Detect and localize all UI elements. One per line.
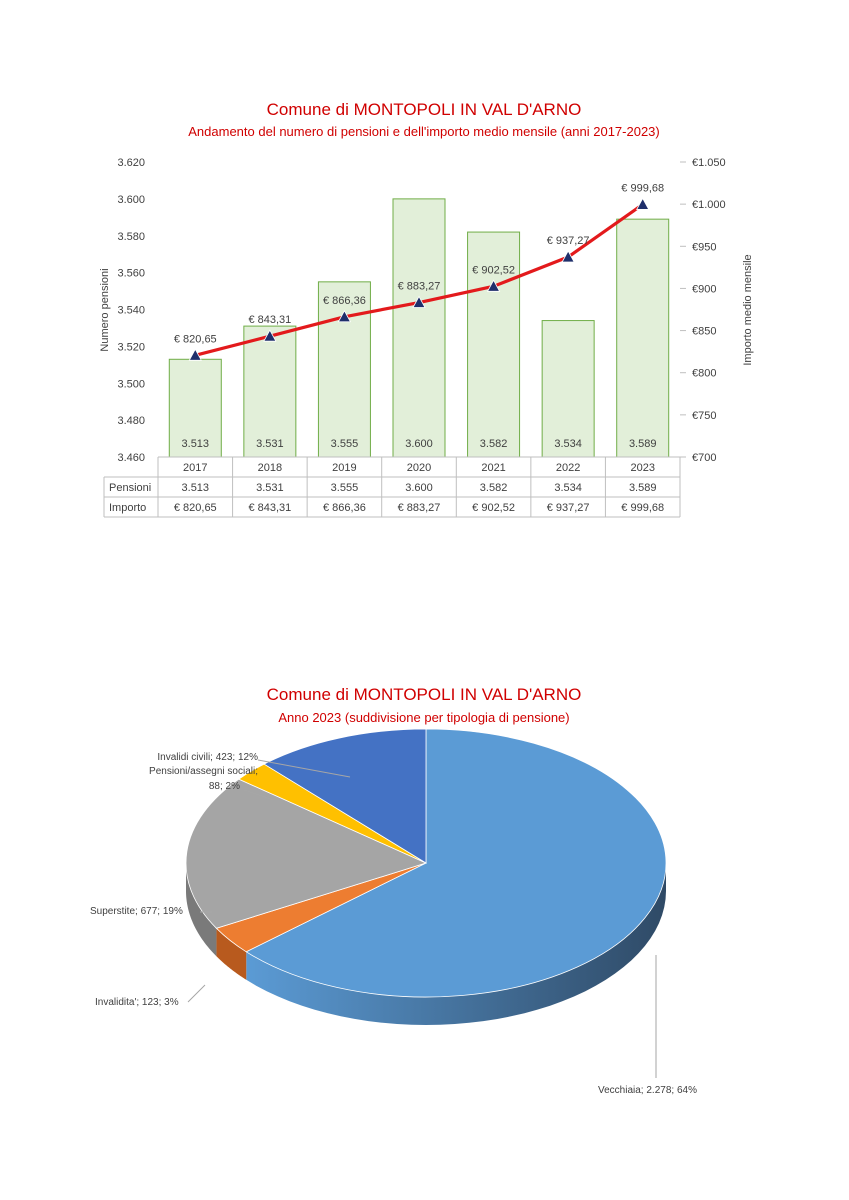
line-marker [188,348,202,361]
y-axis-left-tick: 3.580 [117,231,145,243]
y-axis-left-tick: 3.520 [117,341,145,353]
pie-label-pensioni-sociali-line1: Pensioni/assegni sociali; [149,766,258,777]
table-cell-importo: € 902,52 [472,502,515,514]
bar-chart: 3.460 3.480 3.500 3.520 3.540 3.560 3.580 3.600… [103,157,726,518]
table-cell-pensioni: 3.589 [629,482,657,494]
line-marker [636,197,650,210]
bar [392,198,446,458]
y-axis-right-title: Importo medio mensile [742,254,754,365]
leader-line [243,789,275,801]
table-cell-importo: € 843,31 [248,502,291,514]
line-marker [486,279,501,292]
bar-value-label: 3.582 [480,438,508,450]
x-axis-category-label: 2019 [332,462,356,474]
y-axis-left-tick: 3.560 [117,268,145,280]
y-axis-right-tick: €750 [692,410,716,422]
table-cell-importo: € 883,27 [398,502,441,514]
table-row-header-pensioni: Pensioni [109,482,151,494]
line-marker [412,295,426,308]
table-cell-importo: € 999,68 [621,502,664,514]
line-marker [263,329,277,342]
x-axis-category-label: 2017 [183,462,207,474]
bar [467,231,521,458]
pie-slice-side [186,863,217,957]
y-axis-left-tick: 3.500 [117,378,145,390]
y-axis-right-tick: €800 [692,368,716,380]
y-axis-left-tick: 3.480 [117,415,145,427]
bar-value-label: 3.531 [256,438,284,450]
y-axis-right-tick: €850 [692,326,716,338]
bar-value-label: 3.534 [554,438,582,450]
leader-line [187,984,206,1003]
line-value-label: € 883,27 [398,281,441,293]
y-axis-left-tick: 3.600 [117,194,145,206]
table-cell-pensioni: 3.513 [182,482,210,494]
line-marker [561,250,575,263]
pie-label-invalidita: Invalidita'; 123; 3% [95,997,179,1008]
table-cell-pensioni: 3.534 [554,482,582,494]
x-axis-category-label: 2021 [481,462,505,474]
pie-chart: Vecchiaia; 2.278; 64% Invalidita'; 123; 3… [90,728,697,1096]
line-value-label: € 902,52 [472,264,515,276]
x-axis-category-label: 2018 [258,462,282,474]
pie-slice-side [216,928,247,980]
pie-label-pensioni-sociali-line2: 88; 2% [209,781,240,792]
table-cell-importo: € 937,27 [547,502,590,514]
bar [541,320,595,458]
y-axis-left-tick: 3.460 [117,452,145,464]
pie-chart-title: Comune di MONTOPOLI IN VAL D'ARNO [267,685,582,704]
bar-chart-subtitle: Andamento del numero di pensioni e dell'… [188,124,660,139]
bar [616,218,670,458]
pie-slice-side [246,863,666,1025]
pie-chart-subtitle: Anno 2023 (suddivisione per tipologia di… [278,710,569,725]
pie-slice [185,778,428,929]
y-axis-left-tick: 3.620 [117,157,145,169]
y-axis-left-title: Numero pensioni [99,268,111,351]
pie-slice [263,728,427,864]
line-marker [337,309,352,323]
x-axis-category-label: 2020 [407,462,431,474]
bar [243,325,297,458]
pie-label-vecchiaia: Vecchiaia; 2.278; 64% [598,1085,697,1096]
pie-label-invalidi-civili: Invalidi civili; 423; 12% [157,752,258,763]
y-axis-right-tick: €1.050 [692,157,726,169]
y-axis-right-tick: €900 [692,283,716,295]
y-axis-left-tick: 3.540 [117,305,145,317]
table-cell-pensioni: 3.555 [331,482,359,494]
table-cell-importo: € 866,36 [323,502,366,514]
leader-line [257,759,351,778]
line-value-label: € 820,65 [174,333,217,345]
bar-value-label: 3.600 [405,438,433,450]
pie-slice [245,728,667,998]
bar [168,358,222,458]
bar-value-label: 3.589 [629,438,657,450]
y-axis-right-tick: €700 [692,452,716,464]
line-value-label: € 937,27 [547,235,590,247]
bar [317,281,371,458]
table-cell-pensioni: 3.582 [480,482,508,494]
table-cell-pensioni: 3.531 [256,482,284,494]
bar-value-label: 3.513 [182,438,210,450]
y-axis-right-tick: €950 [692,241,716,253]
line-value-label: € 866,36 [323,295,366,307]
line-value-label: € 843,31 [248,314,291,326]
bar-chart-title: Comune di MONTOPOLI IN VAL D'ARNO [267,100,582,119]
table-cell-pensioni: 3.600 [405,482,433,494]
line-value-label: € 999,68 [621,182,664,194]
y-axis-right-tick: €1.000 [692,199,726,211]
table-cell-importo: € 820,65 [174,502,217,514]
x-axis-category-label: 2023 [630,462,654,474]
bar-value-label: 3.555 [331,438,359,450]
x-axis-category-label: 2022 [556,462,580,474]
pie-label-superstite: Superstite; 677; 19% [90,906,183,917]
table-row-header-importo: Importo [109,502,146,514]
